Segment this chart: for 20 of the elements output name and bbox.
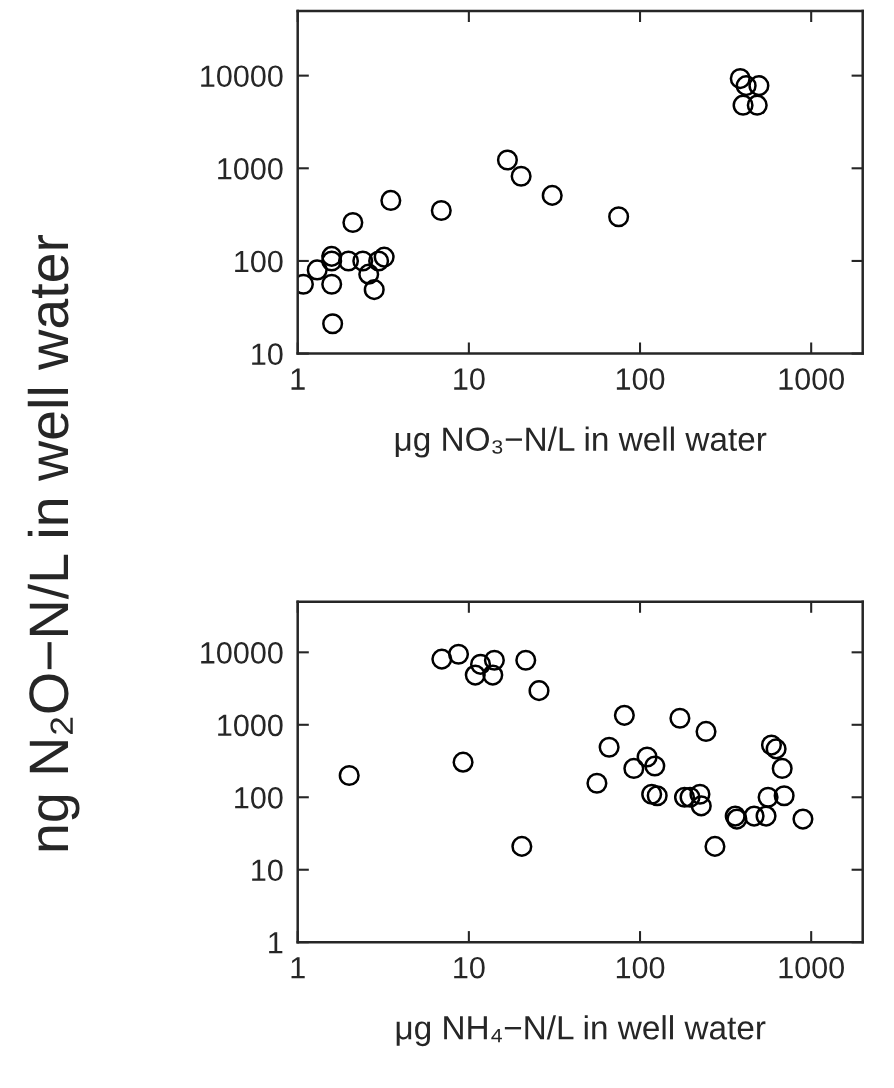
x-tick-label: 100: [616, 956, 665, 979]
x-tick-label: 10: [454, 956, 485, 979]
x-tick-label: 1000: [779, 956, 844, 979]
x-tick-label: 1000: [779, 368, 844, 390]
y-tick-label: 10000: [201, 65, 283, 88]
y-tick-label: 100: [235, 787, 283, 809]
y-tick-label: 10: [252, 859, 283, 882]
x-tick-label: 10: [454, 368, 485, 390]
y-tick-label: 10: [252, 343, 283, 365]
y-tick-label: 1: [269, 932, 283, 954]
x-tick-label: 1: [291, 957, 305, 979]
y-tick-label: 100: [235, 250, 283, 273]
x-axis-title: μg NO₃−N/L in well water: [395, 426, 767, 458]
x-axis-title: μg NH₄−N/L in well water: [396, 1015, 766, 1047]
y-tick-label: 1000: [218, 714, 283, 737]
x-tick-label: 100: [616, 368, 665, 390]
y-tick-label: 1000: [218, 158, 283, 180]
y-tick-label: 10000: [201, 642, 283, 664]
y-axis-title: ng N₂O−N/L in well water: [27, 234, 80, 851]
x-tick-label: 1: [291, 368, 305, 390]
